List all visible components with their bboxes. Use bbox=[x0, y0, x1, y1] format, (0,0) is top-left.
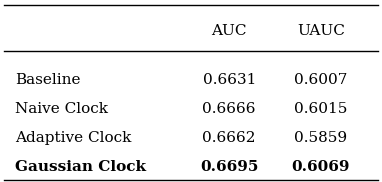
Text: 0.6015: 0.6015 bbox=[294, 102, 348, 116]
Text: 0.6695: 0.6695 bbox=[200, 161, 258, 174]
Text: Naive Clock: Naive Clock bbox=[15, 102, 108, 116]
Text: Gaussian Clock: Gaussian Clock bbox=[15, 161, 146, 174]
Text: 0.6007: 0.6007 bbox=[294, 73, 348, 87]
Text: 0.6662: 0.6662 bbox=[202, 131, 256, 145]
Text: Baseline: Baseline bbox=[15, 73, 81, 87]
Text: Adaptive Clock: Adaptive Clock bbox=[15, 131, 132, 145]
Text: 0.6631: 0.6631 bbox=[202, 73, 256, 87]
Text: AUC: AUC bbox=[212, 24, 247, 38]
Text: 0.6069: 0.6069 bbox=[291, 161, 350, 174]
Text: UAUC: UAUC bbox=[297, 24, 345, 38]
Text: 0.5859: 0.5859 bbox=[294, 131, 348, 145]
Text: 0.6666: 0.6666 bbox=[202, 102, 256, 116]
